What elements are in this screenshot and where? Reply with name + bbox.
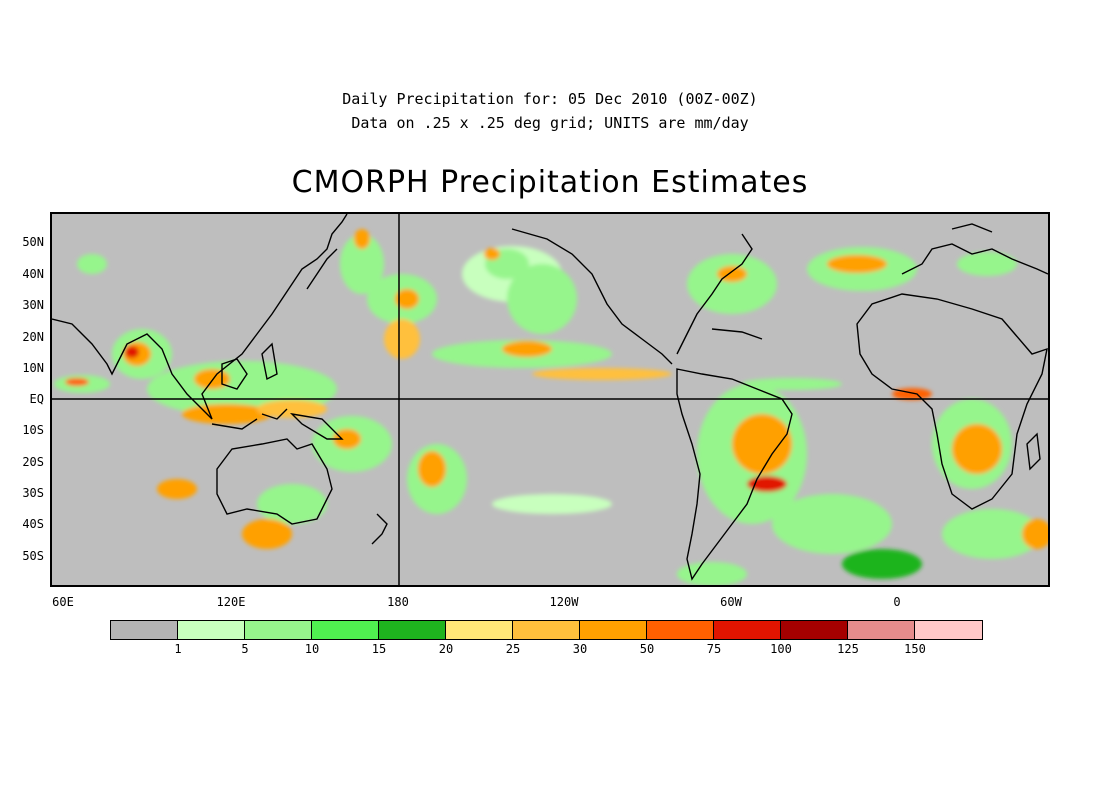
colorbar-label: 125 (837, 642, 859, 656)
colorbar-label: 50 (639, 642, 655, 656)
colorbar-swatch (513, 621, 580, 639)
colorbar-swatch (647, 621, 714, 639)
lat-label: 50N (22, 235, 44, 249)
lon-label: 60W (720, 595, 742, 609)
lat-label: 10N (22, 361, 44, 375)
subtitle-units: Data on .25 x .25 deg grid; UNITS are mm… (351, 114, 749, 132)
colorbar-label: 5 (241, 642, 249, 656)
map-title: CMORPH Precipitation Estimates (291, 165, 809, 200)
lon-label: 120E (216, 595, 246, 609)
colorbar-label: 75 (706, 642, 722, 656)
lat-label: 50S (22, 549, 44, 563)
colorbar-swatch (446, 621, 513, 639)
lon-label: 60E (52, 595, 74, 609)
colorbar-swatch (848, 621, 915, 639)
lon-label: 0 (893, 595, 901, 609)
lat-label: 30N (22, 298, 44, 312)
colorbar-label: 1 (174, 642, 182, 656)
lon-label: 120W (549, 595, 579, 609)
lat-label: 30S (22, 486, 44, 500)
colorbar-label: 30 (572, 642, 588, 656)
lat-label: 40N (22, 267, 44, 281)
colorbar-swatch (312, 621, 379, 639)
coastlines (52, 214, 1048, 581)
colorbar-label: 10 (304, 642, 320, 656)
colorbar-label: 100 (770, 642, 792, 656)
colorbar (110, 620, 983, 640)
colorbar-swatch (379, 621, 446, 639)
colorbar-label: 15 (371, 642, 387, 656)
lat-label: 20S (22, 455, 44, 469)
colorbar-swatch (178, 621, 245, 639)
lat-label: 10S (22, 423, 44, 437)
lat-label: 20N (22, 330, 44, 344)
colorbar-swatch (714, 621, 781, 639)
colorbar-label: 20 (438, 642, 454, 656)
lat-label: 40S (22, 517, 44, 531)
colorbar-label: 150 (904, 642, 926, 656)
colorbar-swatch (580, 621, 647, 639)
colorbar-swatch (781, 621, 848, 639)
colorbar-label: 25 (505, 642, 521, 656)
colorbar-swatch (245, 621, 312, 639)
colorbar-swatch (915, 621, 982, 639)
lat-label: EQ (29, 392, 44, 406)
precip-field (54, 229, 1048, 585)
precipitation-map (50, 212, 1050, 587)
colorbar-swatch (111, 621, 178, 639)
map-canvas (52, 214, 1048, 585)
lon-label: 180 (387, 595, 409, 609)
subtitle-date: Daily Precipitation for: 05 Dec 2010 (00… (342, 90, 758, 108)
